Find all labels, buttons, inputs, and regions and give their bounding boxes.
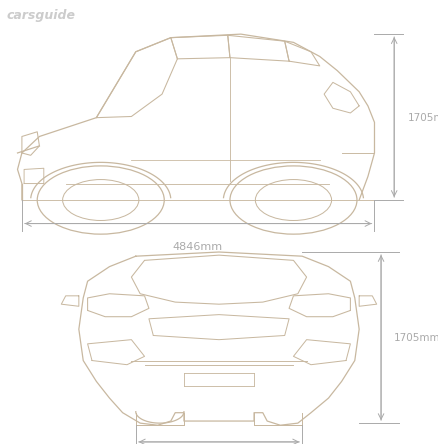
Text: 1705mm: 1705mm xyxy=(394,333,438,343)
Text: 1705mm: 1705mm xyxy=(407,113,438,123)
Text: 4846mm: 4846mm xyxy=(172,242,222,252)
Text: carsguide: carsguide xyxy=(7,9,76,22)
